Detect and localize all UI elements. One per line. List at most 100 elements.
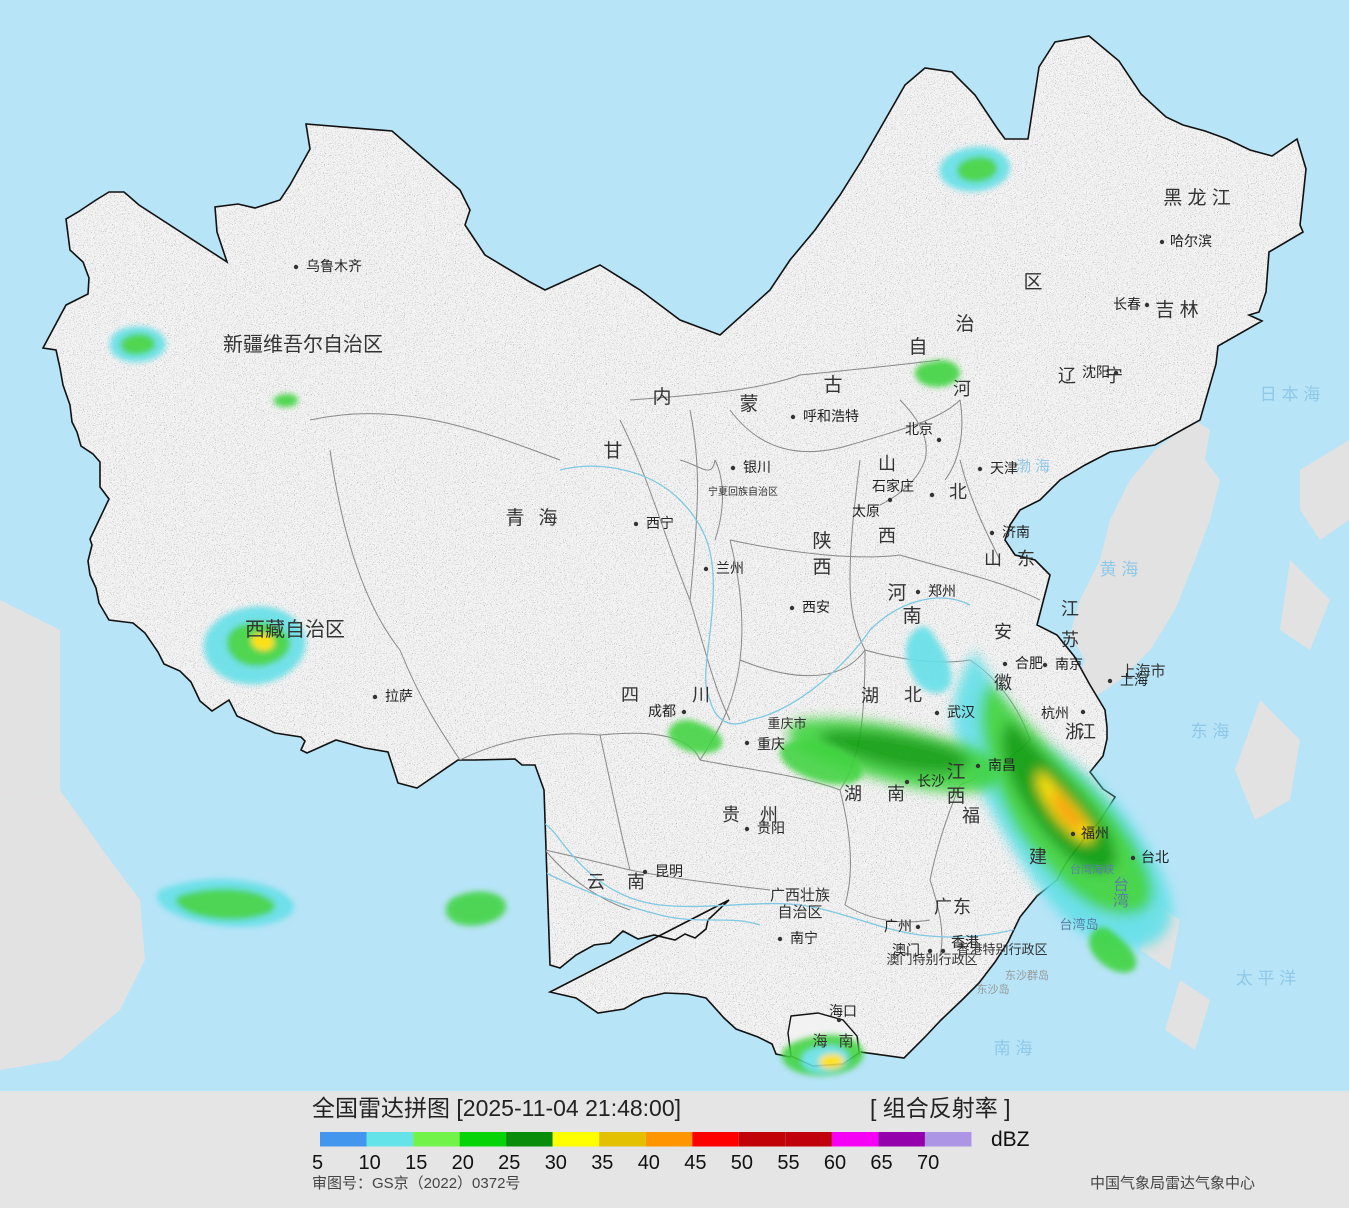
svg-text:天津: 天津 (990, 460, 1018, 476)
svg-text:辽: 辽 (1058, 366, 1076, 386)
svg-text:甘: 甘 (603, 440, 622, 462)
svg-text:渤 海: 渤 海 (1016, 458, 1050, 475)
svg-text:5: 5 (312, 1152, 323, 1174)
svg-text:吉 林: 吉 林 (1155, 299, 1198, 321)
svg-text:40: 40 (638, 1152, 660, 1174)
svg-text:建: 建 (1029, 847, 1047, 867)
svg-text:川: 川 (692, 685, 710, 705)
svg-text:贵: 贵 (722, 805, 740, 825)
svg-text:自: 自 (908, 336, 927, 358)
svg-text:湖: 湖 (861, 686, 879, 706)
svg-text:青: 青 (505, 507, 524, 529)
svg-text:区: 区 (1023, 272, 1042, 293)
svg-text:全国雷达拼图 [2025-11-04 21:48:00]: 全国雷达拼图 [2025-11-04 21:48:00] (312, 1095, 681, 1121)
svg-text:银川: 银川 (743, 459, 771, 475)
svg-text:太 平 洋: 太 平 洋 (1236, 969, 1296, 988)
svg-text:陕: 陕 (812, 530, 831, 552)
svg-text:北: 北 (904, 685, 922, 705)
svg-text:广西壮族: 广西壮族 (770, 887, 830, 904)
svg-text:杭州: 杭州 (1041, 705, 1069, 721)
svg-text:黄 海: 黄 海 (1100, 560, 1139, 579)
svg-text:乌鲁木齐: 乌鲁木齐 (306, 258, 362, 274)
svg-text:审图号：GS京（2022）0372号: 审图号：GS京（2022）0372号 (312, 1175, 520, 1192)
svg-text:苏: 苏 (1061, 630, 1079, 650)
svg-text:西藏自治区: 西藏自治区 (245, 618, 345, 641)
svg-text:呼和浩特: 呼和浩特 (803, 408, 859, 424)
svg-text:南: 南 (902, 605, 921, 627)
svg-text:宁夏回族自治区: 宁夏回族自治区 (708, 485, 778, 498)
svg-text:南宁: 南宁 (790, 930, 818, 946)
svg-text:南 海: 南 海 (994, 1039, 1033, 1058)
svg-text:30: 30 (545, 1152, 567, 1174)
svg-text:河: 河 (887, 582, 906, 604)
svg-text:海口: 海口 (829, 1003, 857, 1019)
svg-text:哈尔滨: 哈尔滨 (1170, 233, 1212, 249)
svg-text:35: 35 (591, 1152, 613, 1174)
svg-text:南京: 南京 (1055, 656, 1083, 672)
svg-text:70: 70 (917, 1152, 939, 1174)
svg-text:西宁: 西宁 (646, 515, 674, 531)
svg-text:南昌: 南昌 (988, 757, 1016, 773)
svg-text:西: 西 (812, 557, 831, 578)
svg-text:自治区: 自治区 (777, 904, 822, 921)
svg-text:郑州: 郑州 (928, 583, 956, 599)
svg-text:南: 南 (627, 872, 645, 892)
svg-text:黑 龙 江: 黑 龙 江 (1163, 187, 1231, 209)
svg-text:北京: 北京 (905, 421, 933, 437)
svg-text:徽: 徽 (994, 673, 1012, 693)
svg-text:江: 江 (1061, 599, 1079, 619)
svg-text:海: 海 (812, 1033, 827, 1050)
svg-text:济南: 济南 (1002, 524, 1030, 540)
svg-text:内: 内 (652, 386, 671, 408)
svg-text:武汉: 武汉 (947, 704, 975, 720)
svg-text:河: 河 (953, 379, 971, 399)
svg-text:20: 20 (452, 1152, 474, 1174)
svg-text:蒙: 蒙 (739, 393, 758, 415)
svg-text:60: 60 (824, 1152, 846, 1174)
svg-text:台北: 台北 (1141, 849, 1169, 865)
svg-text:南: 南 (838, 1033, 853, 1050)
svg-text:沈阳: 沈阳 (1082, 364, 1110, 380)
svg-text:湾: 湾 (1113, 892, 1129, 910)
svg-text:台湾岛: 台湾岛 (1059, 917, 1098, 932)
svg-text:中国气象局雷达气象中心: 中国气象局雷达气象中心 (1090, 1175, 1255, 1192)
svg-text:福: 福 (962, 806, 980, 826)
svg-text:25: 25 (498, 1152, 520, 1174)
svg-text:[ 组合反射率 ]: [ 组合反射率 ] (870, 1095, 1011, 1121)
svg-text:拉萨: 拉萨 (385, 688, 413, 704)
svg-text:石家庄: 石家庄 (872, 478, 914, 494)
svg-text:55: 55 (777, 1152, 799, 1174)
svg-text:云: 云 (587, 872, 605, 892)
svg-text:重庆市: 重庆市 (767, 716, 806, 731)
svg-text:东沙岛: 东沙岛 (977, 982, 1010, 996)
svg-text:昆明: 昆明 (655, 863, 683, 879)
svg-text:西安: 西安 (802, 599, 830, 615)
svg-text:东沙群岛: 东沙群岛 (1005, 968, 1049, 982)
svg-text:上海: 上海 (1120, 672, 1148, 688)
svg-text:安: 安 (994, 622, 1012, 642)
svg-text:北: 北 (949, 482, 967, 502)
svg-text:65: 65 (870, 1152, 892, 1174)
svg-text:50: 50 (731, 1152, 753, 1174)
svg-text:四: 四 (621, 685, 639, 705)
svg-text:合肥: 合肥 (1015, 655, 1043, 671)
svg-text:成都: 成都 (648, 703, 676, 719)
svg-text:太原: 太原 (852, 503, 880, 519)
svg-text:江: 江 (946, 761, 965, 783)
svg-text:东: 东 (953, 897, 971, 917)
svg-text:dBZ: dBZ (991, 1128, 1030, 1151)
svg-text:古: 古 (823, 374, 842, 396)
svg-text:香港: 香港 (951, 934, 979, 950)
svg-text:贵阳: 贵阳 (757, 820, 785, 836)
svg-text:日 本 海: 日 本 海 (1260, 385, 1320, 404)
svg-text:长春: 长春 (1113, 296, 1141, 312)
svg-text:新疆维吾尔自治区: 新疆维吾尔自治区 (223, 333, 383, 356)
svg-text:西: 西 (946, 786, 965, 807)
svg-text:重庆: 重庆 (757, 736, 785, 752)
svg-text:山: 山 (878, 454, 896, 474)
svg-text:台湾海峡: 台湾海峡 (1070, 862, 1114, 876)
svg-text:澳门: 澳门 (892, 942, 920, 958)
svg-text:45: 45 (684, 1152, 706, 1174)
svg-text:西: 西 (878, 526, 896, 546)
svg-text:福州: 福州 (1081, 825, 1109, 841)
